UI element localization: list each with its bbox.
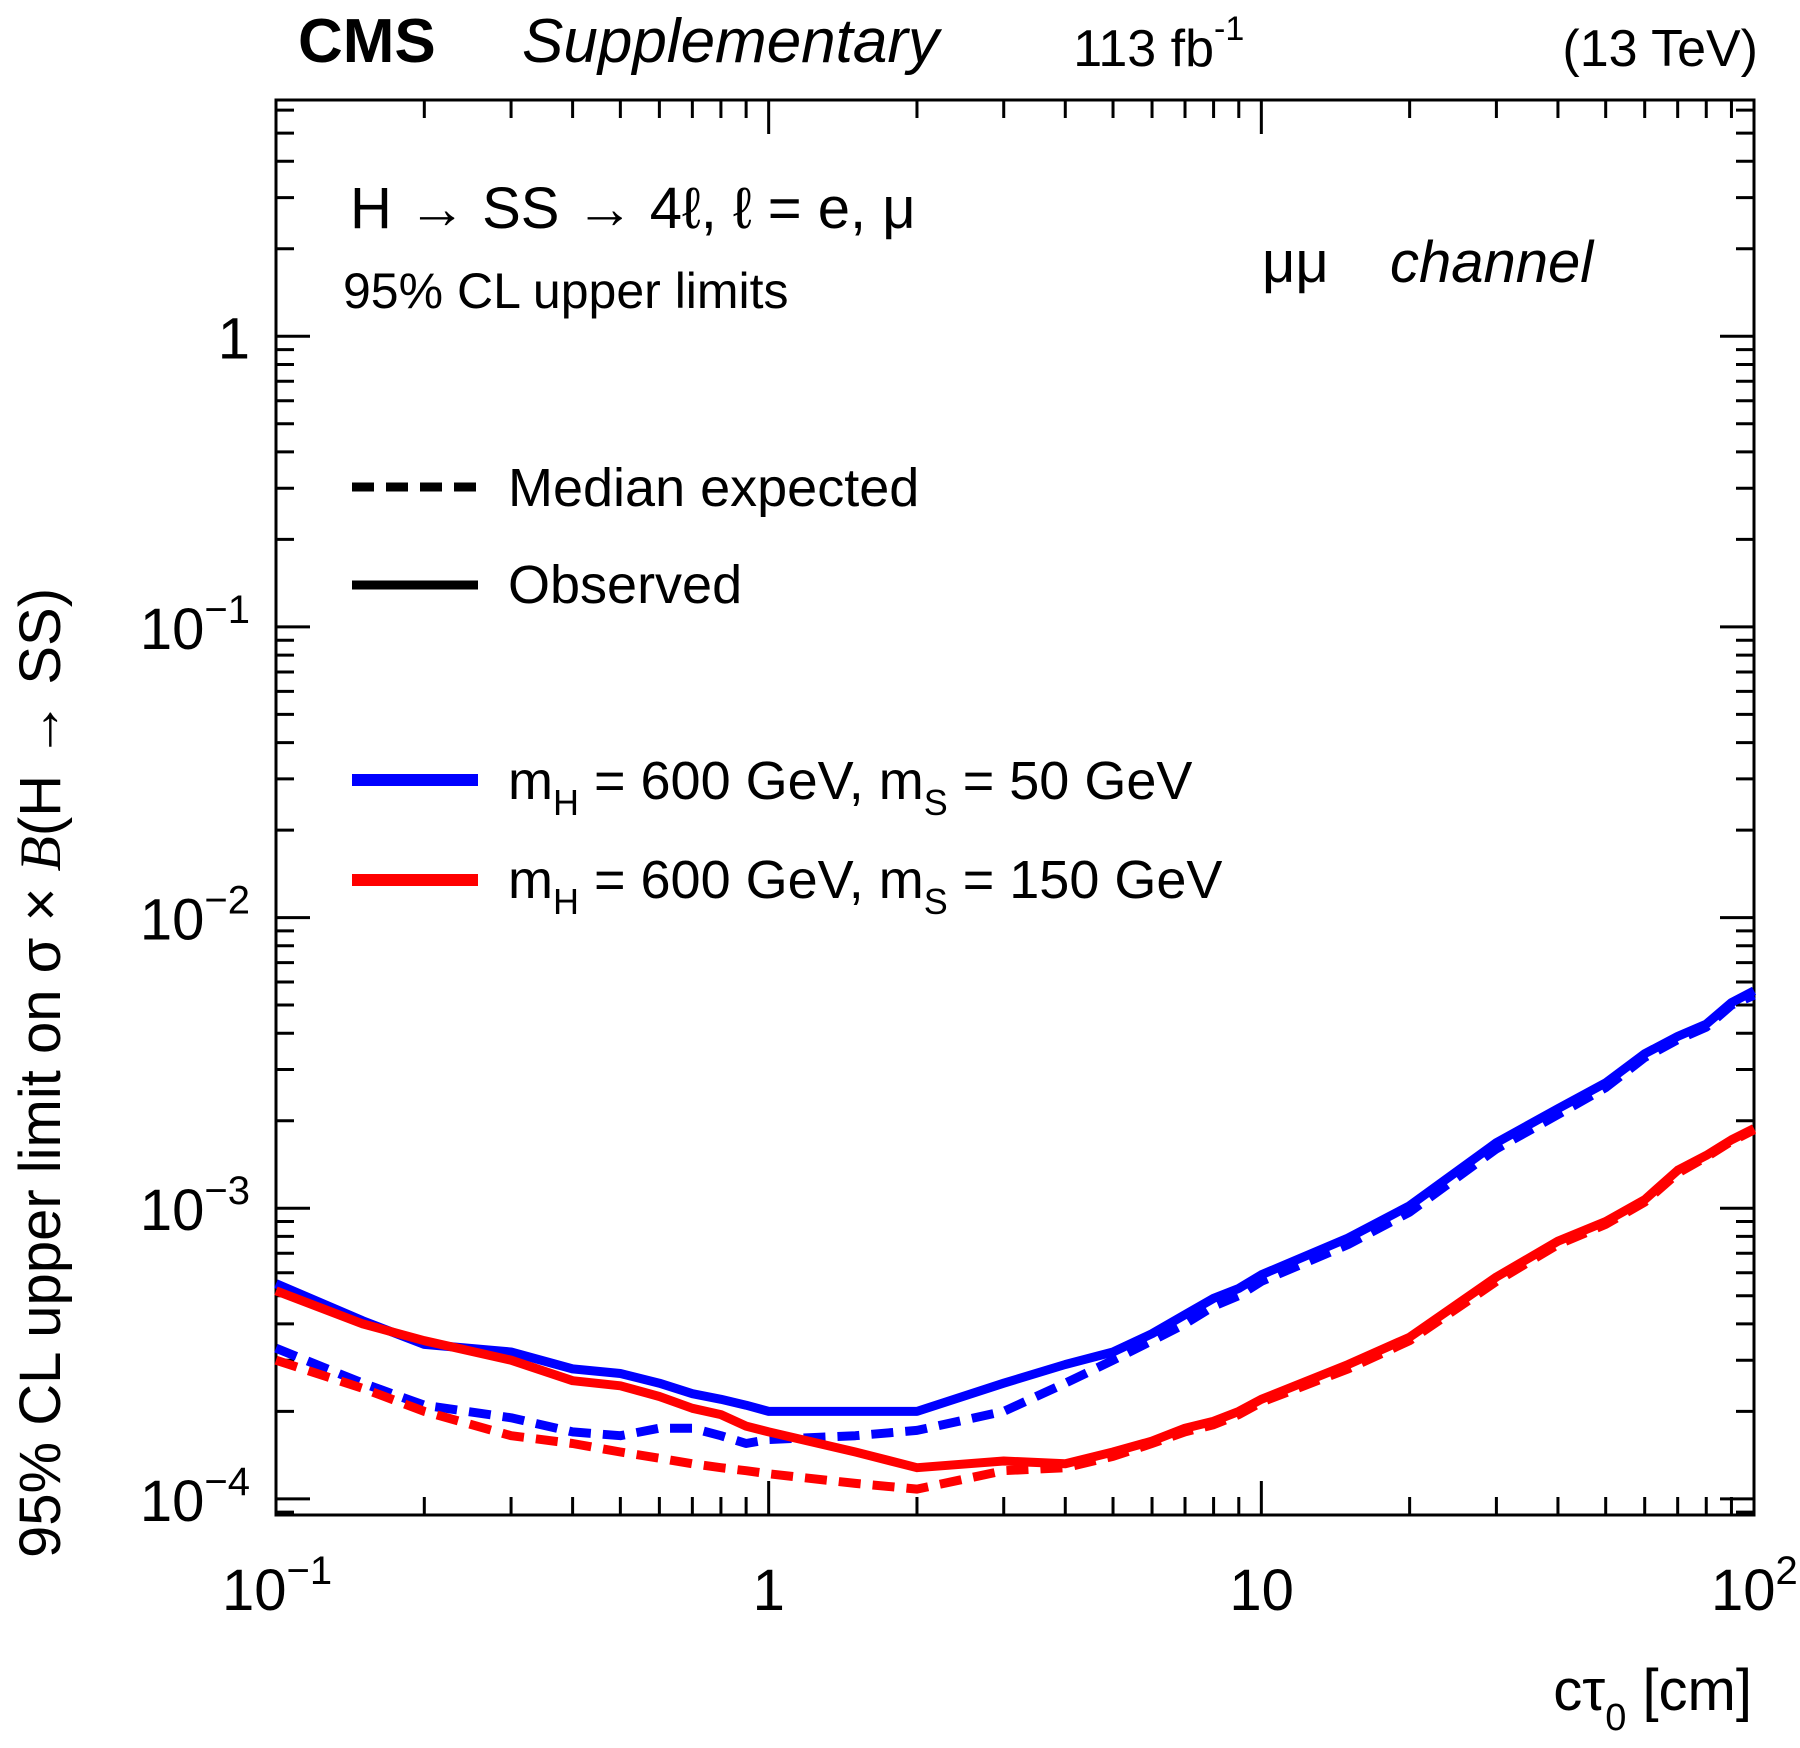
y-axis-title: 95% CL upper limit on σ × B(H → SS)	[8, 588, 73, 1558]
svg-text:(13 TeV): (13 TeV)	[1562, 20, 1758, 78]
axis-ticks	[274, 100, 1756, 1515]
svg-text:μμ: μμ	[1262, 230, 1329, 295]
limit-curves	[274, 986, 1757, 1494]
x-tick-label: 10−1	[222, 1549, 332, 1623]
y-tick-label: 10−2	[140, 879, 250, 953]
x-tick-label: 102	[1711, 1549, 1798, 1623]
channel-label: μμ channel	[1262, 230, 1595, 295]
plot-frame	[274, 98, 1756, 1517]
legend-expected-label: Median expected	[508, 458, 919, 518]
y-tick-label: 10−1	[140, 588, 250, 662]
svg-text:-1: -1	[1214, 10, 1244, 48]
legend-observed-label: Observed	[508, 555, 742, 615]
x-axis-title: cτ0 [cm]	[1553, 1658, 1752, 1739]
legend: Median expected Observed mH = 600 GeV, m…	[352, 458, 1222, 922]
svg-text:113 fb: 113 fb	[1073, 20, 1214, 78]
y-tick-label: 1	[218, 306, 250, 371]
legend-signal-2-label: mH = 600 GeV, mS = 150 GeV	[508, 850, 1222, 922]
svg-text:channel: channel	[1390, 230, 1595, 295]
supplementary-label: Supplementary	[522, 7, 943, 76]
y-tick-label: 10−3	[140, 1169, 250, 1243]
series-blue-dashed	[274, 991, 1756, 1448]
legend-signal-1-label: mH = 600 GeV, mS = 50 GeV	[508, 751, 1192, 823]
series-blue-solid	[274, 986, 1757, 1416]
y-tick-labels: 1 10−1 10−2 10−3 10−4	[140, 306, 250, 1534]
series-red-solid	[274, 1124, 1757, 1473]
cms-label: CMS	[298, 7, 436, 76]
x-tick-label: 1	[753, 1558, 785, 1623]
limit-type-label: 95% CL upper limits	[343, 263, 789, 319]
series-red-dashed	[274, 1125, 1757, 1494]
process-label: H → SS → 4ℓ, ℓ = e, μ	[350, 176, 916, 241]
y-tick-label: 10−4	[140, 1460, 250, 1534]
luminosity-label: 113 fb -1 (13 TeV)	[1073, 10, 1758, 78]
x-tick-label: 10	[1229, 1558, 1294, 1623]
x-tick-labels: 10−1 1 10 102	[222, 1549, 1798, 1623]
